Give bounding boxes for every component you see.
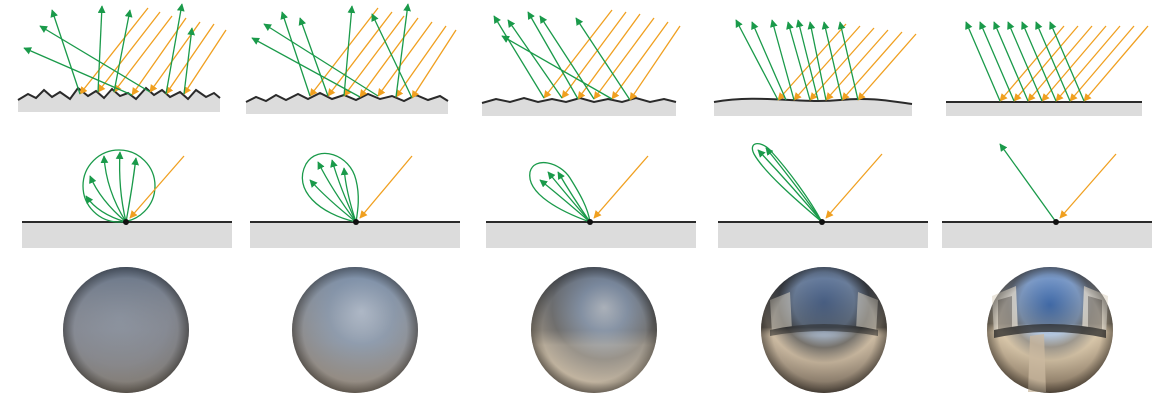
- ground-block: [246, 93, 448, 114]
- incident-ray: [593, 155, 649, 219]
- incident-rays: [999, 25, 1149, 102]
- sphere-rim: [63, 267, 189, 393]
- ground-block: [482, 98, 676, 116]
- sphere-col-4: [761, 267, 887, 393]
- ground-block: [18, 88, 220, 112]
- contact-point: [1053, 219, 1059, 225]
- incident-ray: [1059, 153, 1117, 219]
- contact-point: [587, 219, 593, 225]
- surface-panel-col-2: [245, 3, 457, 114]
- sphere-rim: [531, 267, 657, 393]
- ground-block: [718, 222, 928, 248]
- ground-block: [486, 222, 696, 248]
- reflected-rays: [965, 21, 1085, 102]
- reflected-rays: [251, 3, 413, 99]
- contact-point: [353, 219, 359, 225]
- surface-profile: [17, 86, 221, 101]
- surface-panel-col-4: [713, 19, 917, 116]
- lobe-panel-col-3: [486, 155, 696, 248]
- contact-point: [123, 219, 129, 225]
- ground-block: [946, 102, 1142, 116]
- ground-block: [22, 222, 232, 248]
- contact-point: [819, 219, 825, 225]
- sphere-col-1: [63, 267, 189, 393]
- sphere-col-2: [292, 267, 418, 393]
- sphere-rim: [761, 267, 887, 393]
- surface-panel-col-5: [946, 21, 1149, 116]
- sphere-col-5: [987, 267, 1113, 393]
- incident-ray: [359, 155, 413, 219]
- incident-rays: [543, 9, 681, 101]
- brdf-lobe: [301, 152, 359, 223]
- sphere-col-3: [531, 267, 657, 393]
- reflected-rays: [757, 147, 823, 223]
- lobe-panel-col-2: [250, 152, 460, 248]
- surface-profile: [713, 97, 913, 105]
- incident-rays: [777, 23, 917, 101]
- sphere-rim: [987, 267, 1113, 393]
- lobe-panel-col-1: [22, 149, 232, 248]
- incident-ray: [129, 155, 185, 219]
- reflected-rays: [85, 151, 139, 223]
- reflected-rays: [539, 171, 591, 223]
- brdf-lobe: [751, 143, 823, 223]
- surface-panel-col-1: [17, 3, 227, 112]
- surface-panel-col-3: [481, 9, 681, 116]
- incident-ray: [825, 153, 883, 219]
- sphere-rim: [292, 267, 418, 393]
- brdf-lobe: [529, 161, 591, 223]
- reflected-rays: [309, 159, 357, 223]
- ground-block: [714, 98, 912, 116]
- reflected-rays: [23, 3, 196, 96]
- reflected-ray: [999, 143, 1057, 223]
- brdf-lobe: [82, 149, 156, 223]
- lobe-panel-col-4: [718, 143, 928, 248]
- ground-block: [250, 222, 460, 248]
- reflected-rays: [493, 11, 631, 101]
- lobe-panel-col-5: [942, 143, 1152, 248]
- incident-rays: [309, 7, 457, 99]
- reflected-rays: [735, 19, 859, 101]
- ground-block: [942, 222, 1152, 248]
